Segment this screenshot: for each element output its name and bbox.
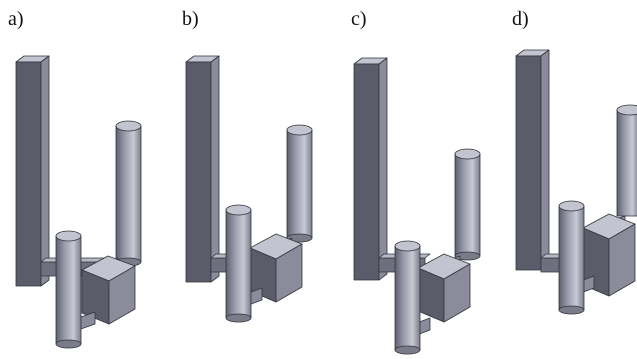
front-cylinder-d	[558, 200, 585, 315]
cube-b	[249, 233, 303, 303]
panel-label-a: a)	[8, 8, 24, 30]
panel-label-c: c)	[351, 8, 367, 30]
right-cylinder-b	[286, 124, 313, 243]
front-cylinder-c	[394, 240, 421, 355]
panel-label-b: b)	[182, 8, 199, 30]
right-cylinder-d	[616, 104, 637, 217]
right-cylinder-a	[115, 120, 142, 267]
assembly-a	[15, 55, 142, 349]
tall-prism-b	[185, 55, 220, 283]
front-cylinder-a	[55, 230, 82, 349]
cube-a	[81, 255, 136, 325]
assembly-c	[353, 57, 481, 355]
tall-prism-d	[515, 49, 550, 271]
panel-label-d: d)	[512, 8, 529, 30]
assembly-b	[185, 55, 313, 323]
front-cylinder-b	[225, 204, 252, 323]
tall-prism-a	[15, 55, 50, 287]
assembly-d	[515, 49, 637, 315]
right-cylinder-c	[454, 148, 481, 261]
tall-prism-c	[353, 57, 388, 281]
cube-c	[417, 253, 471, 323]
